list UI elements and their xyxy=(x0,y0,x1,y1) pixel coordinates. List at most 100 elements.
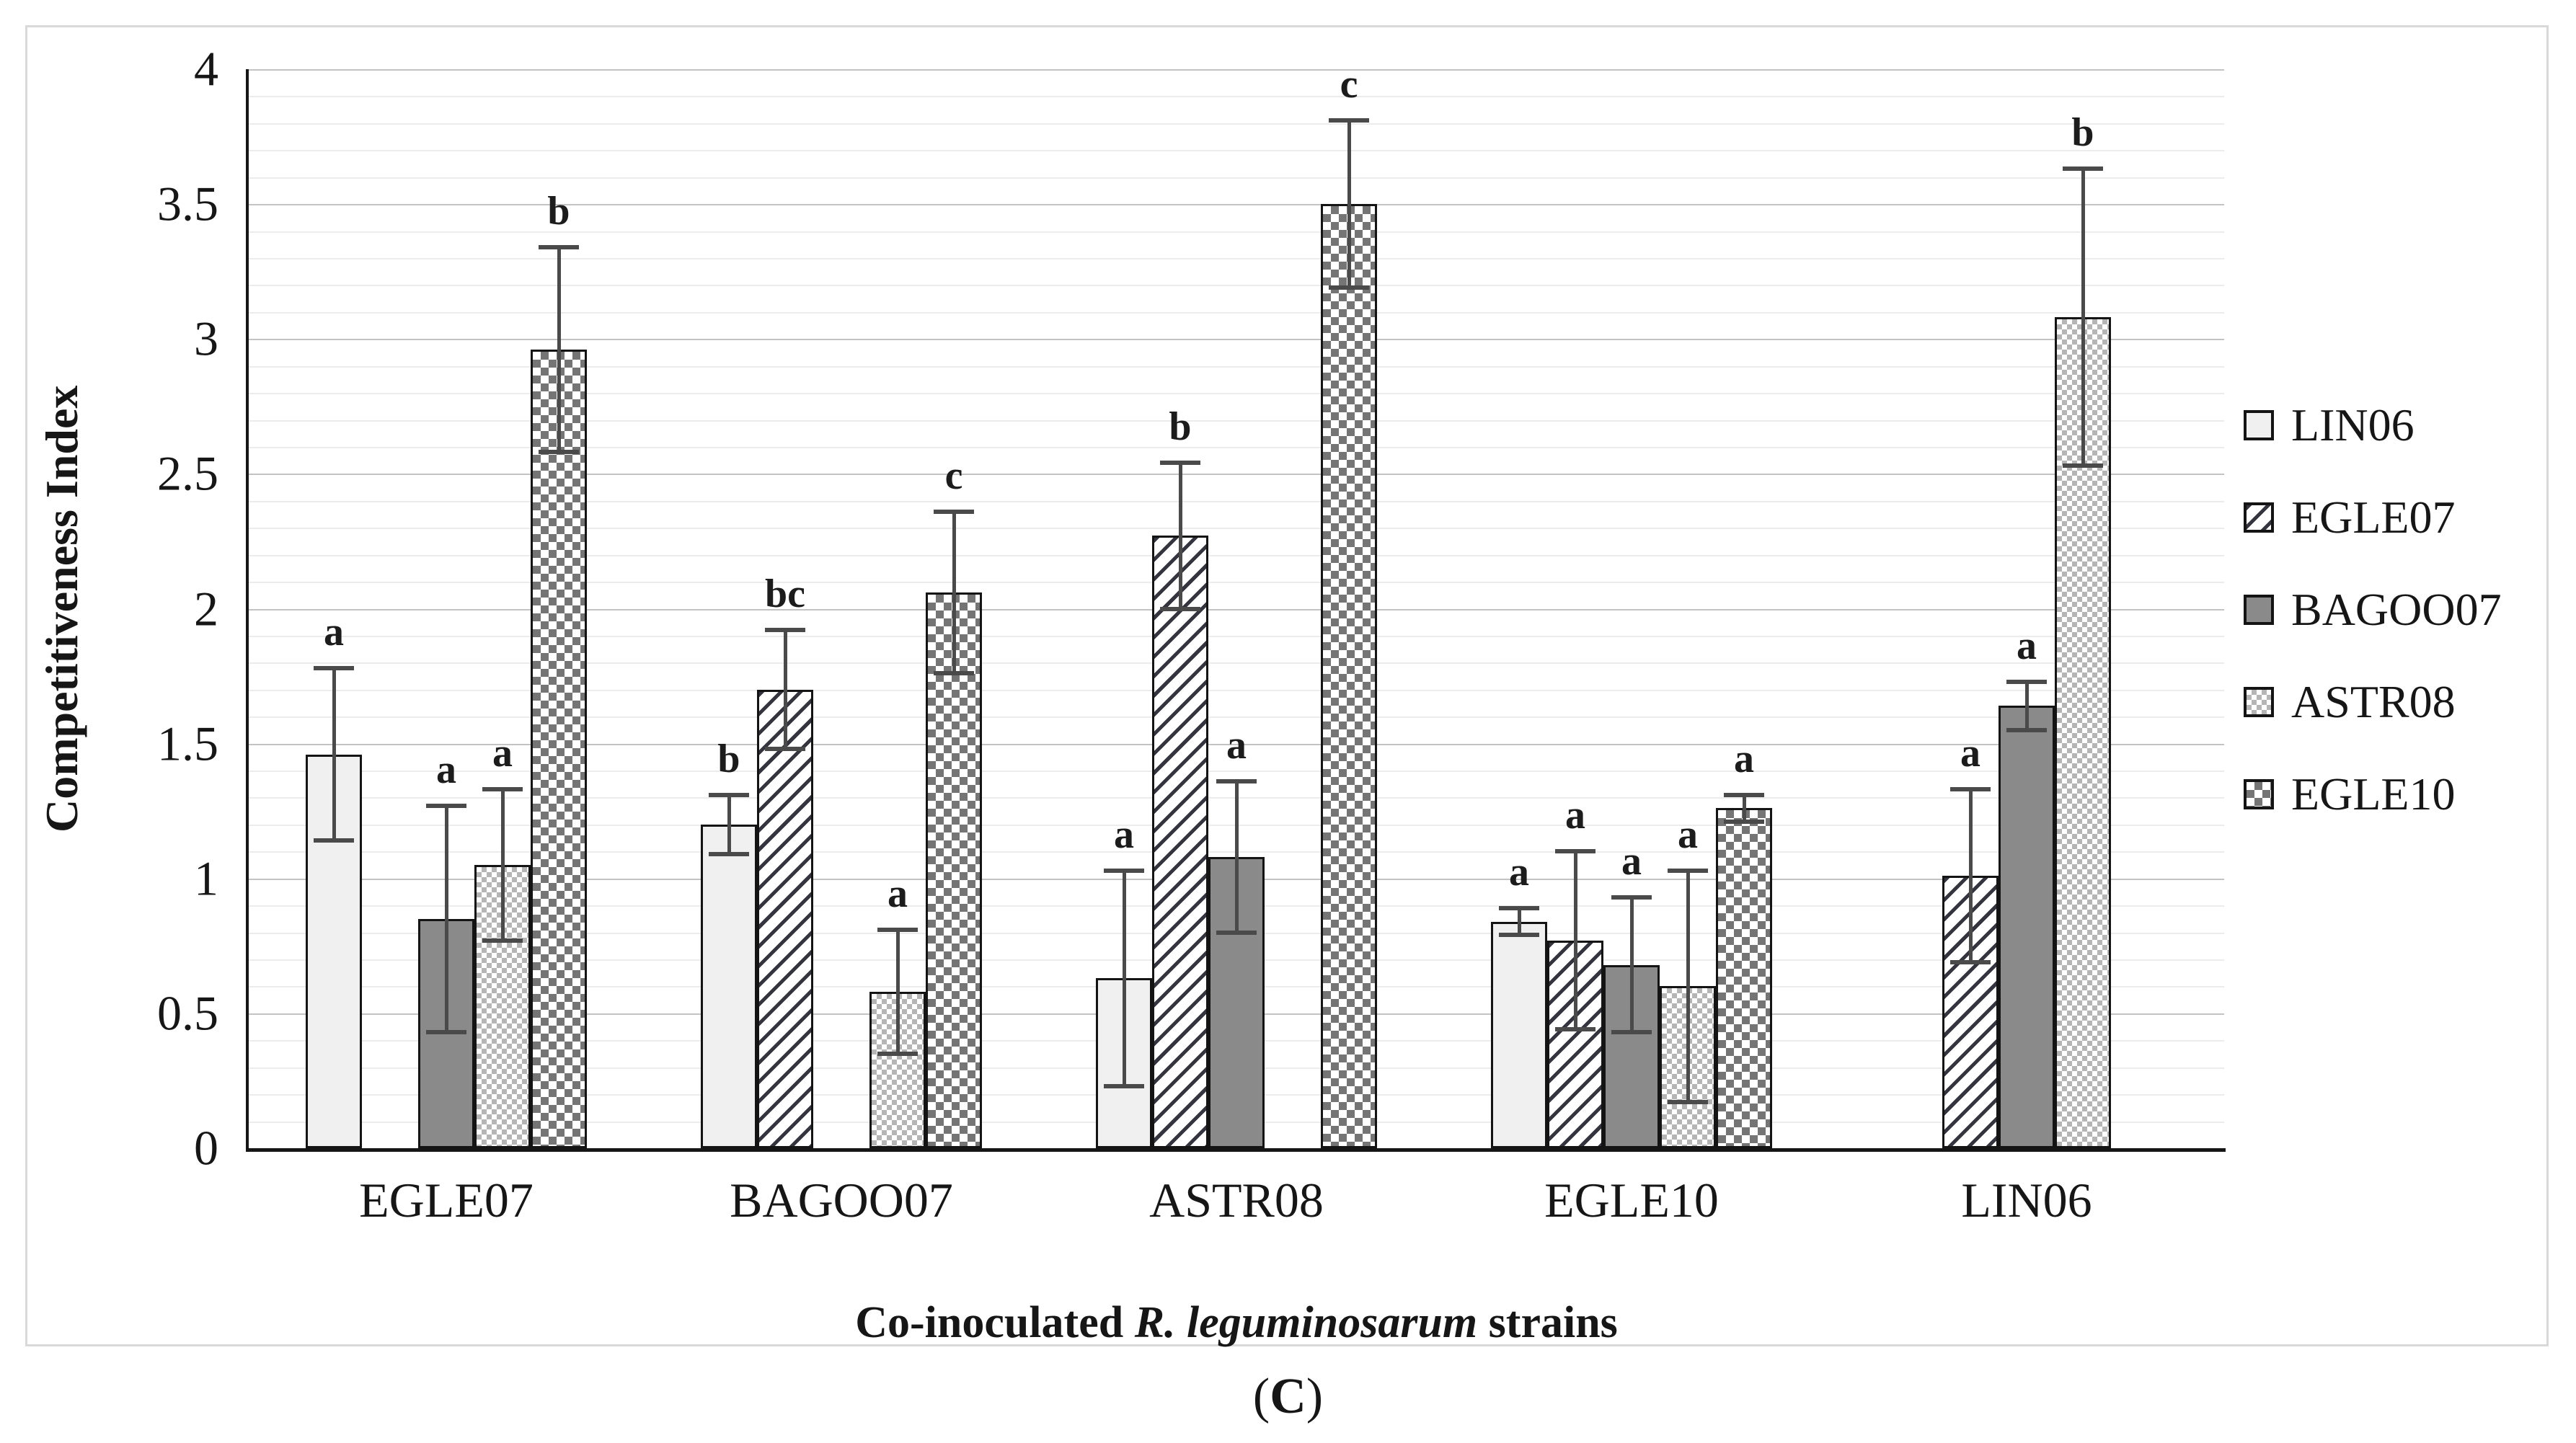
significance-letter: c xyxy=(1340,62,1358,107)
error-bar-cap-top xyxy=(1104,868,1144,873)
gridline-minor xyxy=(249,365,2224,368)
significance-letter: a xyxy=(436,747,456,792)
bar-egle07-in-astr08 xyxy=(1152,536,1208,1148)
gridline-minor xyxy=(249,635,2224,637)
x-axis-title-prefix: Co-inoculated xyxy=(855,1298,1135,1347)
bar-lin06-in-bagoo07 xyxy=(701,824,757,1148)
figure-caption: (C) xyxy=(0,1368,2576,1426)
y-tick-label: 3.5 xyxy=(157,176,218,231)
y-tick-label: 1 xyxy=(194,851,218,906)
significance-letter: a xyxy=(1621,838,1642,884)
x-axis-title-species: R. leguminosarum xyxy=(1134,1298,1478,1347)
error-bar-cap-top xyxy=(1499,905,1539,910)
significance-letter: a xyxy=(1226,723,1247,768)
error-bar-cap-bottom xyxy=(1555,1027,1595,1032)
y-tick-label: 1.5 xyxy=(157,716,218,771)
error-bar-line xyxy=(783,630,787,750)
error-bar-cap-bottom xyxy=(1329,285,1369,290)
error-bar-cap-bottom xyxy=(1216,930,1257,935)
legend-label: EGLE07 xyxy=(2291,492,2456,543)
error-bar-cap-top xyxy=(1950,787,1991,792)
error-bar-cap-bottom xyxy=(426,1030,466,1035)
legend-label: BAGOO07 xyxy=(2291,584,2502,635)
error-bar-line xyxy=(1234,781,1239,933)
error-bar-cap-top xyxy=(539,245,579,249)
legend-item-lin06: LIN06 xyxy=(2244,379,2502,471)
error-bar-cap-bottom xyxy=(709,852,749,857)
gridline-minor xyxy=(249,123,2224,125)
x-axis-line xyxy=(246,1148,2226,1152)
gridline-minor xyxy=(249,689,2224,691)
gridline-minor xyxy=(249,177,2224,179)
error-bar-cap-bottom xyxy=(539,450,579,455)
significance-letter: a xyxy=(1960,731,1980,776)
bar-egle10-in-astr08 xyxy=(1321,204,1377,1148)
error-bar-cap-bottom xyxy=(2006,727,2047,732)
error-bar-cap-bottom xyxy=(482,938,523,943)
significance-letter: a xyxy=(492,731,513,776)
error-bar-cap-bottom xyxy=(1668,1100,1708,1105)
x-category-label: BAGOO07 xyxy=(730,1173,953,1227)
significance-letter: a xyxy=(1114,812,1134,857)
error-bar-cap-bottom xyxy=(1160,606,1200,611)
x-axis-title-suffix: strains xyxy=(1477,1298,1618,1347)
error-bar-cap-bottom xyxy=(1611,1030,1652,1035)
x-category-label: EGLE07 xyxy=(359,1173,534,1227)
legend-label: ASTR08 xyxy=(2291,676,2456,727)
error-bar-cap-top xyxy=(482,787,523,792)
error-bar-cap-top xyxy=(709,792,749,797)
significance-letter: a xyxy=(324,609,344,654)
error-bar-cap-bottom xyxy=(1724,820,1764,825)
error-bar-cap-bottom xyxy=(1499,933,1539,938)
gridline-minor xyxy=(249,528,2224,530)
bar-lin06-in-egle10 xyxy=(1491,921,1547,1148)
x-category-label: ASTR08 xyxy=(1149,1173,1324,1227)
legend-label: EGLE10 xyxy=(2291,768,2456,820)
x-axis-title: Co-inoculated R. leguminosarum strains xyxy=(249,1297,2224,1349)
error-bar-cap-top xyxy=(426,803,466,808)
error-bar-line xyxy=(1347,120,1351,288)
error-bar-line xyxy=(557,247,561,453)
gridline-major xyxy=(249,474,2224,476)
error-bar-cap-bottom xyxy=(765,747,805,752)
error-bar-line xyxy=(1178,463,1182,609)
error-bar-cap-top xyxy=(1724,792,1764,797)
error-bar-line xyxy=(332,667,336,841)
legend: LIN06 EGLE07 BAGOO07 ASTR08 EGLE10 xyxy=(2244,379,2502,840)
gridline-minor xyxy=(249,393,2224,395)
gridline-minor xyxy=(249,150,2224,152)
error-bar-cap-bottom xyxy=(1950,959,1991,964)
legend-swatch-solid-light-icon xyxy=(2244,410,2274,440)
error-bar-cap-top xyxy=(877,927,918,932)
error-bar-cap-top xyxy=(1611,894,1652,900)
gridline-minor xyxy=(249,662,2224,665)
legend-item-bagoo07: BAGOO07 xyxy=(2244,564,2502,656)
gridline-minor xyxy=(249,285,2224,287)
error-bar-cap-top xyxy=(934,509,974,514)
gridline-major xyxy=(249,743,2224,745)
gridline-major xyxy=(249,204,2224,206)
error-bar-cap-top xyxy=(1160,461,1200,466)
caption-letter: C xyxy=(1270,1369,1306,1424)
y-tick-label: 0 xyxy=(194,1120,218,1176)
error-bar-line xyxy=(1122,870,1126,1086)
error-bar-line xyxy=(727,794,731,855)
gridline-major xyxy=(249,69,2224,71)
legend-swatch-diagonal-icon xyxy=(2244,502,2274,533)
gridline-minor xyxy=(249,419,2224,422)
y-tick-label: 3 xyxy=(194,311,218,366)
gridline-major xyxy=(249,339,2224,341)
y-tick-label: 4 xyxy=(194,41,218,97)
error-bar-line xyxy=(444,805,448,1033)
gridline-major xyxy=(249,608,2224,610)
error-bar-line xyxy=(1686,870,1690,1103)
y-tick-label: 0.5 xyxy=(157,985,218,1041)
error-bar-line xyxy=(2024,681,2029,730)
error-bar-cap-bottom xyxy=(877,1052,918,1056)
legend-swatch-solid-dark-icon xyxy=(2244,595,2274,625)
error-bar-line xyxy=(952,511,956,674)
error-bar-line xyxy=(1742,794,1746,822)
y-tick-label: 2 xyxy=(194,581,218,636)
legend-swatch-fine-check-icon xyxy=(2244,687,2274,717)
significance-letter: bc xyxy=(765,572,805,617)
